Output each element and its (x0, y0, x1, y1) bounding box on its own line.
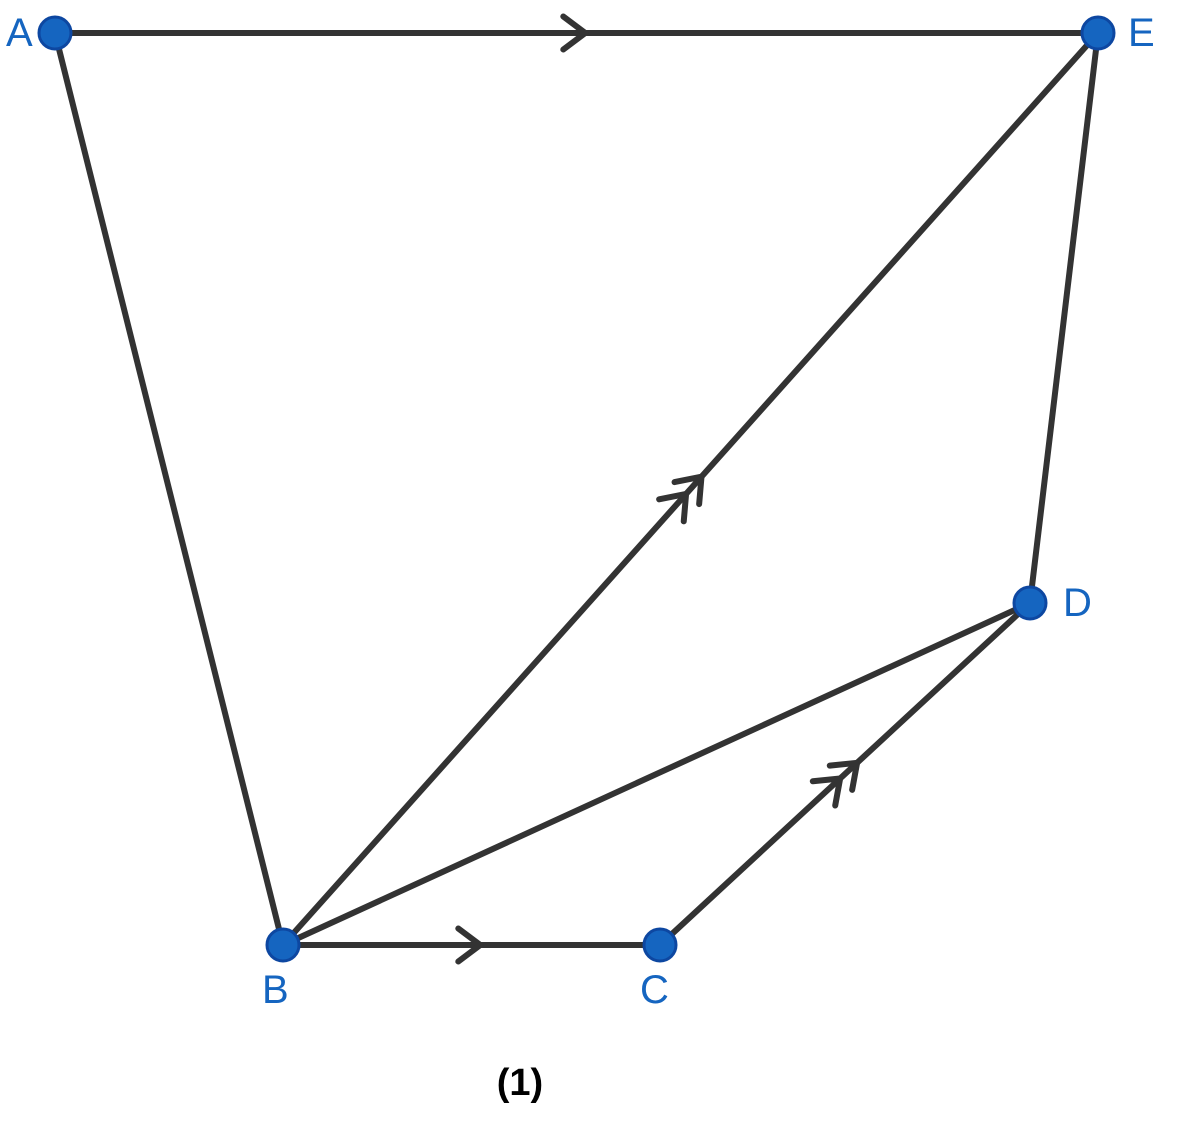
vertex-label-A: A (6, 11, 33, 55)
vertex-label-D: D (1063, 581, 1092, 625)
diagram-background (0, 0, 1200, 1127)
vertex-C (644, 929, 676, 961)
vertex-E (1082, 17, 1114, 49)
vertex-label-B: B (262, 968, 289, 1012)
vertex-B (267, 929, 299, 961)
figure-caption: (1) (497, 1062, 543, 1104)
vertex-label-C: C (640, 968, 669, 1012)
vertex-D (1014, 587, 1046, 619)
vertex-label-E: E (1128, 11, 1155, 55)
vertex-A (39, 17, 71, 49)
